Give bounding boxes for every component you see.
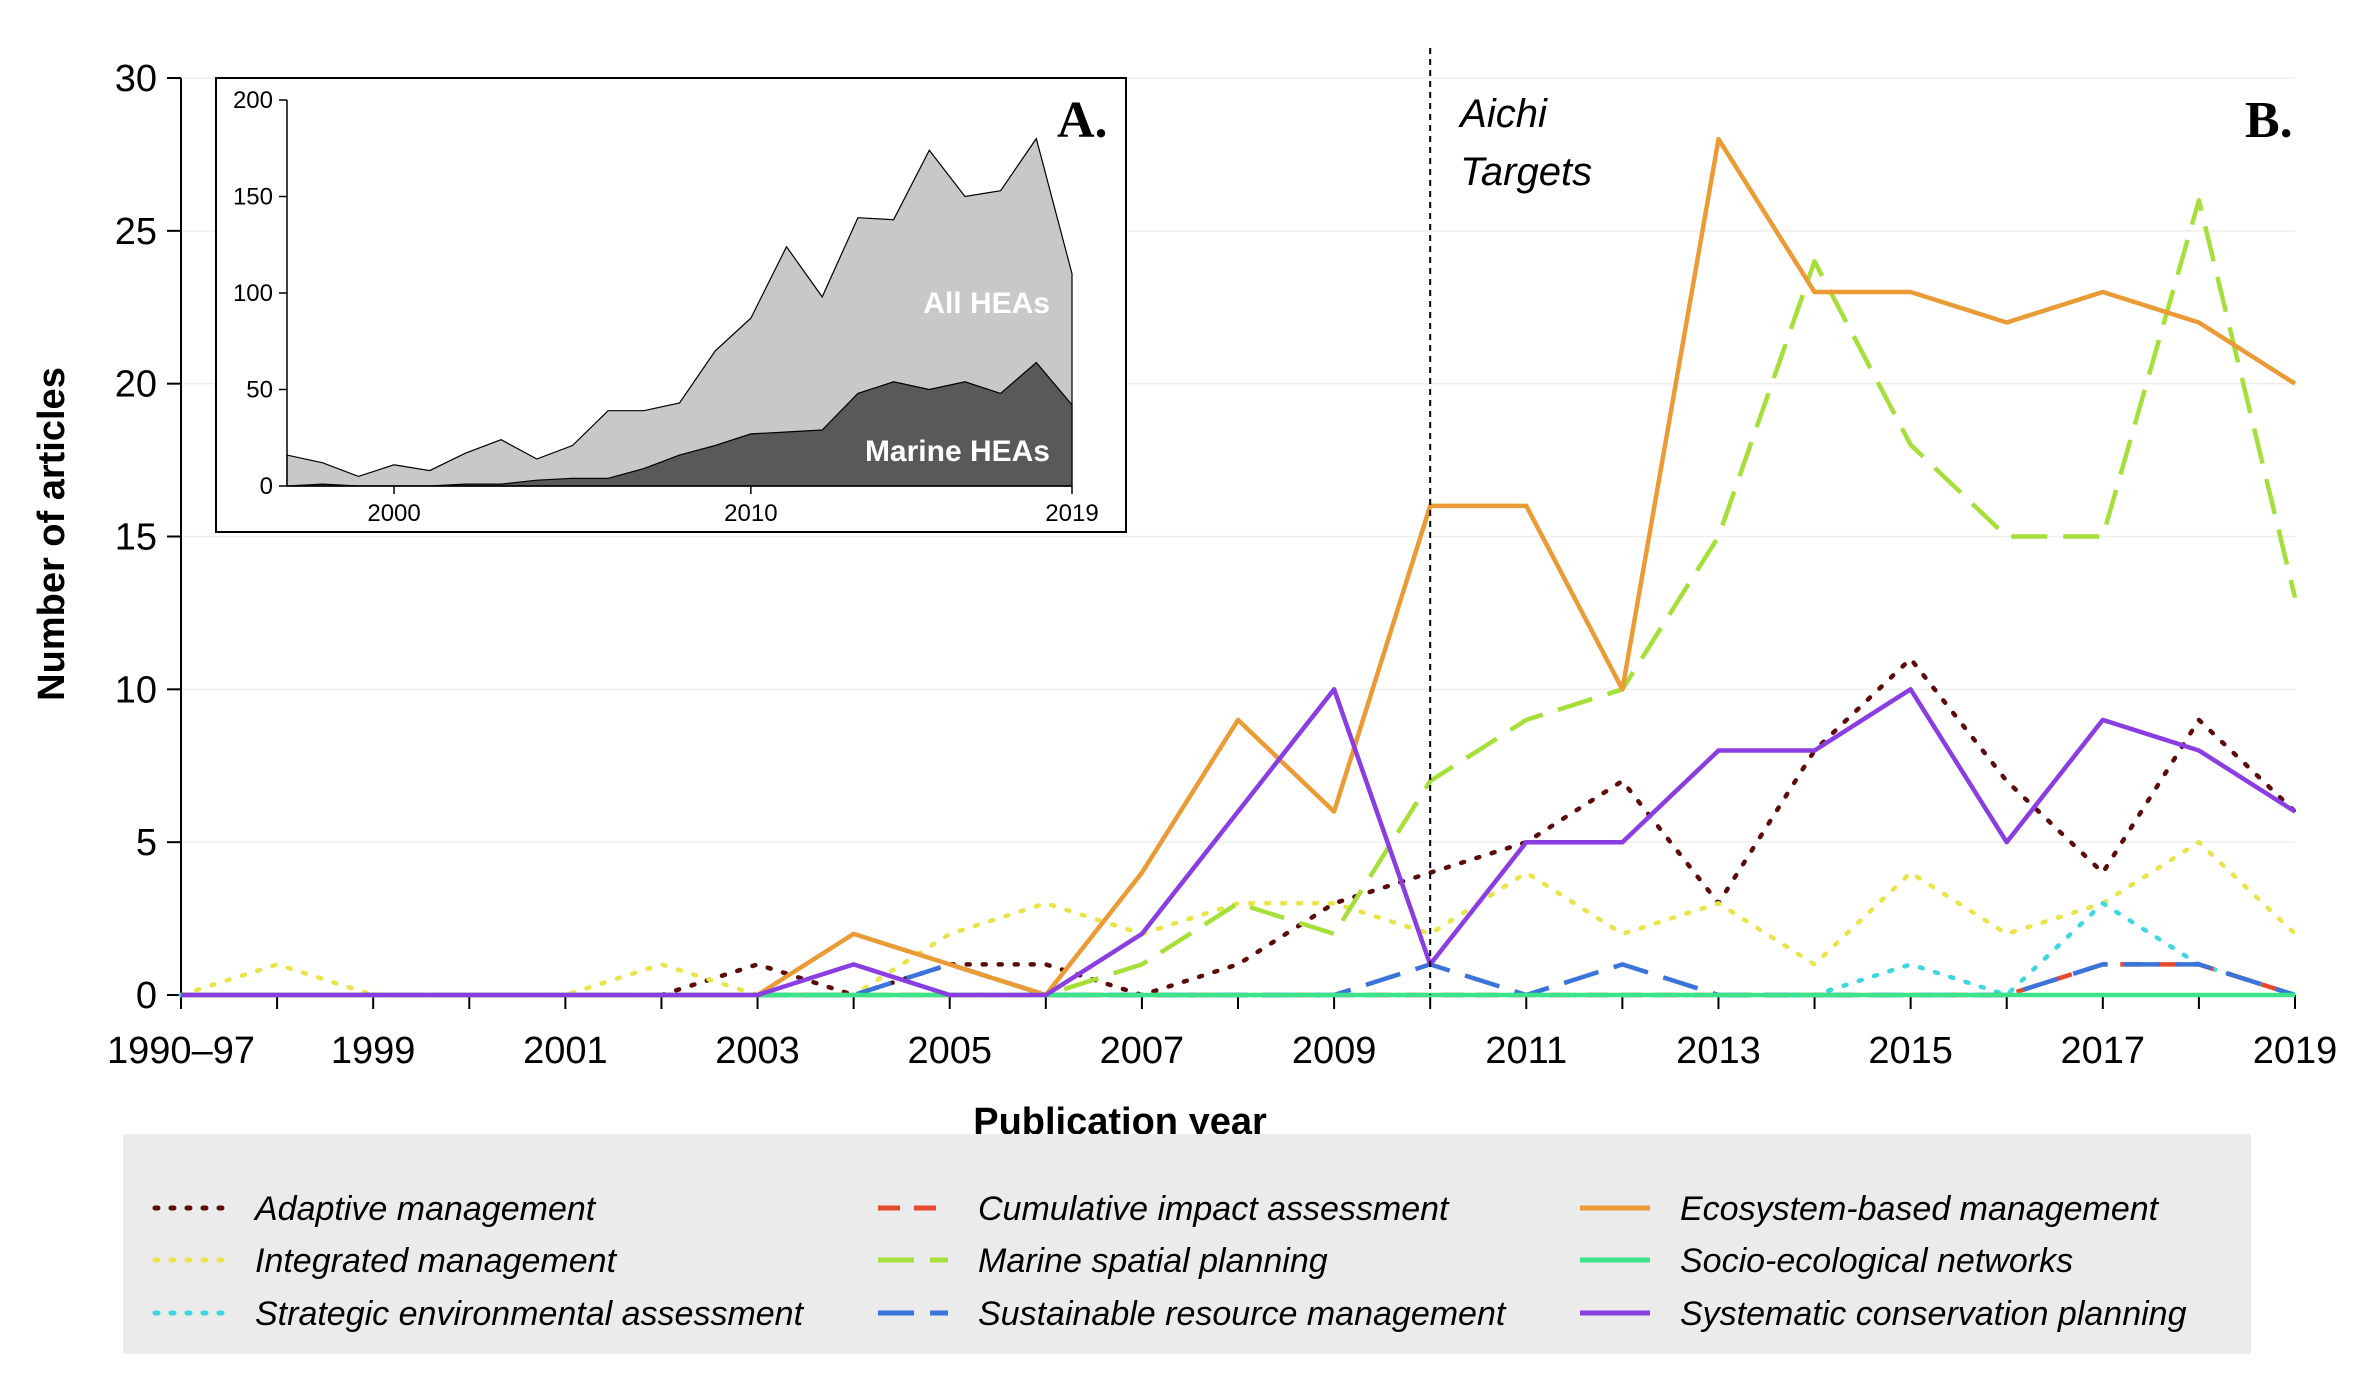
x-tick-label: 2015 — [1868, 1030, 1953, 1072]
inset-label-all-heas: All HEAs — [923, 287, 1050, 320]
main-chart: 0 5 10 15 20 25 30 1990–97 1999 2001 2003 2005 2007 2… — [31, 48, 2337, 1143]
aichi-label-line2: Targets — [1460, 150, 1592, 194]
main-series — [178, 136, 2298, 998]
legend-label-socio-ecological-networks: Socio-ecological networks — [1680, 1242, 2073, 1280]
x-tick-label: 2009 — [1292, 1030, 1377, 1072]
inset-label-marine-heas: Marine HEAs — [865, 435, 1050, 468]
panel-label-b: B. — [2245, 92, 2293, 149]
inset-x-tick-label: 2000 — [367, 500, 420, 527]
legend-label-strategic-environmental-assessment: Strategic environmental assessment — [255, 1295, 805, 1333]
x-tick-label: 2005 — [907, 1030, 992, 1072]
legend-label-cumulative-impact-assessment: Cumulative impact assessment — [978, 1190, 1450, 1228]
legend-items: Adaptive management Integrated management… — [152, 1190, 2187, 1333]
inset-y-tick-label: 200 — [233, 87, 273, 114]
series-line-systematic-conservation-planning — [181, 687, 2297, 998]
y-axis-title: Number of articles — [31, 367, 73, 701]
legend-label-sustainable-resource-management: Sustainable resource management — [978, 1295, 1507, 1333]
legend-label-adaptive-management: Adaptive management — [253, 1190, 597, 1228]
x-tick-label: 2011 — [1485, 1030, 1567, 1072]
y-tick-label: 30 — [115, 58, 157, 100]
aichi-annotation: Aichi Targets — [1429, 48, 1592, 995]
y-tick-label: 5 — [136, 822, 157, 864]
inset-x-tick-label: 2010 — [724, 500, 777, 527]
x-tick-label: 2007 — [1100, 1030, 1185, 1072]
inset-y-tick-label: 50 — [246, 377, 273, 404]
inset-areas — [286, 137, 1073, 487]
y-tick-label: 20 — [115, 364, 157, 406]
x-tick-label: 2001 — [523, 1030, 608, 1072]
x-tick-label: 1990–97 — [107, 1030, 255, 1072]
aichi-label-line1: Aichi — [1458, 92, 1548, 136]
y-tick-label: 15 — [115, 517, 157, 559]
x-tick-label: 2013 — [1676, 1030, 1761, 1072]
inset-x-tick-label: 2019 — [1045, 500, 1098, 527]
legend: Adaptive management Integrated management… — [123, 1134, 2251, 1354]
inset-chart: 0 50 100 150 200 2000 2010 2019 All HEAs Marine… — [215, 77, 1127, 533]
inset-y-tick-label: 100 — [233, 280, 273, 307]
legend-label-integrated-management: Integrated management — [255, 1242, 618, 1280]
legend-label-ecosystem-based-management: Ecosystem-based management — [1680, 1190, 2160, 1228]
legend-box — [123, 1134, 2251, 1354]
y-tick-label: 0 — [136, 975, 157, 1017]
y-tick-label: 25 — [115, 211, 157, 253]
inset-axes: 0 50 100 150 200 2000 2010 2019 — [233, 87, 1099, 527]
legend-label-systematic-conservation-planning: Systematic conservation planning — [1680, 1295, 2187, 1333]
legend-label-marine-spatial-planning: Marine spatial planning — [978, 1242, 1328, 1280]
inset-y-tick-label: 150 — [233, 184, 273, 211]
series-line-marine-spatial-planning — [181, 198, 2298, 998]
y-tick-label: 10 — [115, 669, 157, 711]
series-line-integrated-management — [178, 839, 2298, 998]
x-tick-label: 2003 — [715, 1030, 800, 1072]
x-tick-label: 1999 — [331, 1030, 416, 1072]
x-tick-label: 2017 — [2061, 1030, 2146, 1072]
inset-y-tick-label: 0 — [260, 473, 273, 500]
x-tick-label: 2019 — [2253, 1030, 2338, 1072]
panel-label-a: A. — [1057, 92, 1108, 149]
